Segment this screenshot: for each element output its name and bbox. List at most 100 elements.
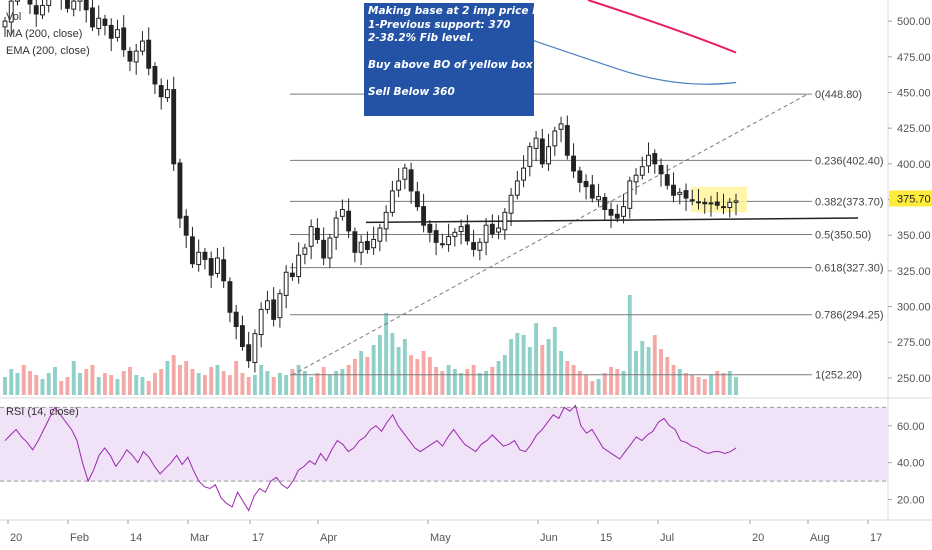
time-tick-label: May bbox=[430, 532, 451, 544]
volume-bar bbox=[552, 327, 557, 395]
rsi-tick-label: 40.00 bbox=[897, 458, 925, 470]
candle-body bbox=[321, 239, 327, 259]
price-tick-label: 350.00 bbox=[897, 230, 931, 242]
volume-bar bbox=[84, 369, 89, 395]
annotation-note[interactable]: Making base at 2 imp price level: 1-Prev… bbox=[364, 3, 565, 116]
candle-body bbox=[733, 200, 739, 203]
candle-body bbox=[302, 247, 308, 255]
candle-body bbox=[477, 241, 483, 251]
candle-body bbox=[371, 238, 377, 249]
time-tick-label: 20 bbox=[752, 532, 764, 544]
volume-bar bbox=[309, 377, 314, 395]
volume-bar bbox=[215, 365, 220, 395]
volume-bar bbox=[196, 373, 201, 395]
volume-bar bbox=[128, 367, 132, 395]
volume-bar bbox=[221, 371, 226, 395]
volume-bar bbox=[21, 365, 26, 395]
volume-bar bbox=[484, 371, 489, 395]
candle-body bbox=[221, 259, 227, 282]
candle-body bbox=[27, 0, 33, 5]
candle-body bbox=[652, 153, 658, 165]
candle-body bbox=[621, 206, 626, 217]
volume-bar bbox=[290, 369, 295, 395]
candle-body bbox=[471, 242, 477, 250]
volume-bar bbox=[696, 377, 701, 395]
candle-body bbox=[433, 230, 439, 243]
candle-body bbox=[246, 344, 252, 362]
current-price-box bbox=[889, 190, 932, 207]
candle-body bbox=[127, 50, 133, 62]
candle-body bbox=[402, 167, 408, 180]
candle-body bbox=[596, 196, 601, 201]
volume-bar bbox=[465, 369, 470, 395]
legend-rsi: RSI (14, close) bbox=[6, 406, 79, 418]
volume-bar bbox=[340, 369, 345, 395]
annotation-line: Buy above BO of yellow box bbox=[368, 59, 533, 71]
volume-bar bbox=[296, 365, 301, 395]
volume-bar bbox=[15, 373, 20, 395]
volume-bar bbox=[65, 377, 70, 395]
candle-body bbox=[377, 227, 383, 242]
volume-bar bbox=[571, 365, 576, 395]
volume-bar bbox=[134, 375, 139, 395]
volume-bar bbox=[684, 373, 688, 395]
volume-bar bbox=[53, 367, 57, 395]
volume-bar bbox=[540, 345, 545, 395]
candle-body bbox=[358, 241, 364, 253]
volume-bar bbox=[140, 377, 145, 395]
volume-bar bbox=[115, 379, 120, 395]
candle-body bbox=[502, 211, 508, 231]
volume-bar bbox=[640, 341, 645, 395]
candle-body bbox=[252, 333, 258, 363]
price-tick-label: 325.00 bbox=[897, 266, 931, 278]
volume-bar bbox=[234, 361, 239, 395]
candle-body bbox=[721, 206, 726, 209]
candle-body bbox=[140, 40, 145, 52]
candle-body bbox=[152, 66, 158, 85]
volume-bar bbox=[146, 381, 151, 395]
candle-body bbox=[633, 174, 639, 183]
volume-bar bbox=[690, 375, 695, 395]
volume-bar bbox=[677, 369, 682, 395]
volume-bar bbox=[178, 365, 182, 395]
legend-volume: Vol bbox=[6, 11, 22, 23]
candle-body bbox=[439, 243, 445, 246]
volume-bar bbox=[471, 365, 476, 395]
candle-body bbox=[71, 0, 77, 10]
candle-body bbox=[689, 199, 695, 202]
time-tick-label: 15 bbox=[600, 532, 612, 544]
time-tick-label: 14 bbox=[130, 532, 142, 544]
time-tick-label: 17 bbox=[252, 532, 264, 544]
volume-bar bbox=[627, 295, 632, 395]
candle-body bbox=[239, 325, 245, 347]
time-tick-label: Apr bbox=[320, 532, 337, 544]
volume-bar bbox=[665, 357, 670, 395]
volume-bar bbox=[46, 373, 51, 395]
candle-body bbox=[15, 0, 20, 2]
volume-bar bbox=[440, 371, 445, 395]
volume-bar bbox=[715, 371, 720, 395]
candle-body bbox=[508, 194, 514, 214]
candle-body bbox=[521, 167, 527, 181]
candle-body bbox=[658, 165, 664, 175]
candle-body bbox=[564, 125, 570, 156]
volume-bar bbox=[377, 335, 382, 395]
volume-bar bbox=[721, 373, 726, 395]
volume-bar bbox=[302, 371, 307, 395]
candle-body bbox=[533, 137, 539, 149]
candle-body bbox=[427, 223, 433, 233]
volume-bar bbox=[246, 377, 251, 395]
volume-bar bbox=[634, 351, 638, 395]
candle-body bbox=[308, 226, 314, 247]
volume-bar bbox=[734, 377, 738, 395]
annotation-line: 2-38.2% Fib level. bbox=[368, 32, 474, 44]
volume-bar bbox=[584, 375, 588, 395]
candle-body bbox=[489, 223, 495, 235]
volume-bar bbox=[90, 365, 95, 395]
volume-bar bbox=[515, 333, 520, 395]
volume-bar bbox=[446, 365, 451, 395]
annotation-line: 1-Previous support: 370 bbox=[368, 18, 511, 31]
volume-bar bbox=[252, 375, 257, 395]
candle-body bbox=[327, 237, 333, 259]
